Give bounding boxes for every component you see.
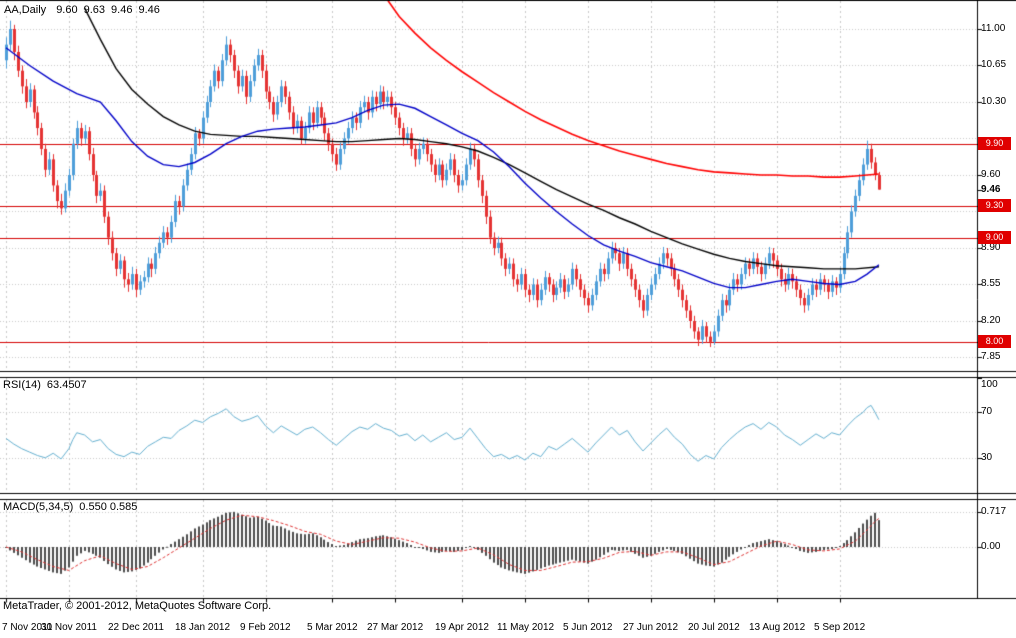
ohlc-close: 9.46 [138, 4, 160, 16]
copyright-text: MetaTrader, © 2001-2012, MetaQuotes Soft… [3, 600, 272, 612]
ohlc-low: 9.46 [111, 4, 133, 16]
rsi-indicator-label: RSI(14) 63.4507 [3, 379, 93, 392]
rsi-value: 63.4507 [46, 379, 87, 391]
rsi-name: RSI(14) [3, 379, 41, 391]
macd-values: 0.550 0.585 [79, 501, 138, 513]
macd-indicator-label: MACD(5,34,5) 0.550 0.585 [3, 501, 143, 514]
macd-name: MACD(5,34,5) [3, 501, 74, 513]
symbol-timeframe-label: AA,Daily [4, 4, 47, 16]
ohlc-open: 9.60 [56, 4, 78, 16]
chart-title: AA,Daily 9.60 9.63 9.46 9.46 [4, 4, 166, 17]
ohlc-high: 9.63 [83, 4, 106, 16]
